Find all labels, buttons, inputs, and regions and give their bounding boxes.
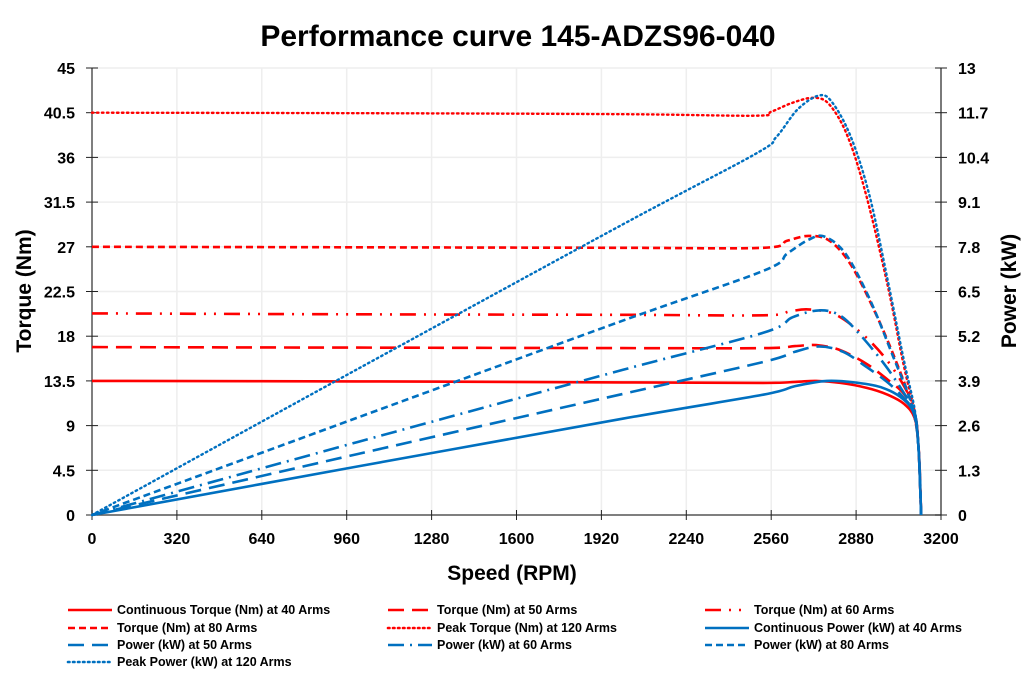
x-tick-label: 0 <box>88 531 97 548</box>
chart-title: Performance curve 145-ADZS96-040 <box>260 20 775 53</box>
legend-label: Power (kW) at 80 Arms <box>754 638 889 652</box>
series-line-2 <box>91 308 923 516</box>
legend-label: Power (kW) at 60 Arms <box>437 638 572 652</box>
y-tick-label: 36 <box>57 150 75 167</box>
grid <box>92 67 941 515</box>
series-line-3 <box>91 234 923 516</box>
y-tick-label: 18 <box>57 329 75 346</box>
x-tick-labels: 0 320 640 960 1280 1600 1920 2240 2560 2880 3200 <box>88 531 959 548</box>
x-axis-label: Speed (RPM) <box>447 562 577 585</box>
y2-tick-label: 5.2 <box>958 329 980 346</box>
y-tick-label: 45 <box>57 61 75 78</box>
legend-item: Continuous Torque (Nm) at 40 Arms <box>68 603 330 617</box>
x-tick-label: 1920 <box>584 531 620 548</box>
x-tick-label: 1280 <box>414 531 450 548</box>
y2-tick-label: 0 <box>958 508 967 525</box>
y-tick-label: 40.5 <box>44 106 75 123</box>
y2-tick-label: 9.1 <box>958 195 980 212</box>
y-tick-label: 31.5 <box>44 195 75 212</box>
legend: Continuous Torque (Nm) at 40 Arms Torque … <box>66 603 962 669</box>
y-tick-label: 0 <box>66 508 75 525</box>
series-line-8 <box>91 234 923 517</box>
series-lines <box>90 93 923 517</box>
y2-tick-label: 1.3 <box>958 463 980 480</box>
series-line-9 <box>90 93 923 517</box>
series-line-7 <box>91 309 923 517</box>
legend-label: Continuous Torque (Nm) at 40 Arms <box>117 603 330 617</box>
legend-label: Peak Torque (Nm) at 120 Arms <box>437 621 617 635</box>
y2-tick-label: 7.8 <box>958 240 980 257</box>
legend-item: Peak Torque (Nm) at 120 Arms <box>386 621 617 635</box>
series-line-6 <box>91 345 923 517</box>
x-tick-label: 320 <box>164 531 191 548</box>
x-tick-label: 3200 <box>923 531 959 548</box>
y-tick-label: 9 <box>66 419 75 436</box>
legend-item: Torque (Nm) at 50 Arms <box>388 603 577 617</box>
y-axis-label: Torque (Nm) <box>13 229 36 352</box>
y2-tick-label: 3.9 <box>958 374 980 391</box>
legend-label: Torque (Nm) at 60 Arms <box>754 603 894 617</box>
y2-axis-label: Power (kW) <box>998 234 1021 348</box>
series-line-1 <box>91 343 923 516</box>
y-tick-label: 13.5 <box>44 374 75 391</box>
series-line-4 <box>90 96 923 517</box>
y2-tick-labels: 0 1.3 2.6 3.9 5.2 6.5 7.8 9.1 10.4 11.7 13 <box>958 61 989 525</box>
legend-label: Torque (Nm) at 80 Arms <box>117 621 257 635</box>
legend-item: Power (kW) at 50 Arms <box>68 638 252 652</box>
legend-item: Power (kW) at 60 Arms <box>388 638 572 652</box>
legend-item: Torque (Nm) at 80 Arms <box>68 621 257 635</box>
legend-label: Torque (Nm) at 50 Arms <box>437 603 577 617</box>
legend-label: Continuous Power (kW) at 40 Arms <box>754 621 962 635</box>
y2-tick-label: 13 <box>958 61 976 78</box>
y2-tick-label: 11.7 <box>958 106 988 123</box>
x-tick-label: 2560 <box>753 531 789 548</box>
y-tick-label: 22.5 <box>44 285 75 302</box>
y-tick-label: 4.5 <box>53 463 75 480</box>
y2-tick-label: 6.5 <box>958 285 980 302</box>
legend-label: Power (kW) at 50 Arms <box>117 638 252 652</box>
x-tick-label: 2880 <box>838 531 874 548</box>
x-tick-label: 640 <box>248 531 275 548</box>
y2-tick-label: 10.4 <box>958 150 989 167</box>
legend-item: Continuous Power (kW) at 40 Arms <box>705 621 962 635</box>
y-tick-label: 27 <box>57 240 75 257</box>
x-tick-label: 960 <box>333 531 360 548</box>
x-tick-label: 2240 <box>669 531 705 548</box>
legend-item: Power (kW) at 80 Arms <box>705 638 889 652</box>
x-tick-label: 1600 <box>499 531 535 548</box>
axes <box>86 67 947 520</box>
legend-item: Torque (Nm) at 60 Arms <box>705 603 894 617</box>
y2-tick-label: 2.6 <box>958 419 980 436</box>
legend-item: Peak Power (kW) at 120 Arms <box>66 655 292 669</box>
y-tick-labels: 0 4.5 9 13.5 18 22.5 27 31.5 36 40.5 45 <box>44 61 75 525</box>
legend-label: Peak Power (kW) at 120 Arms <box>117 655 292 669</box>
